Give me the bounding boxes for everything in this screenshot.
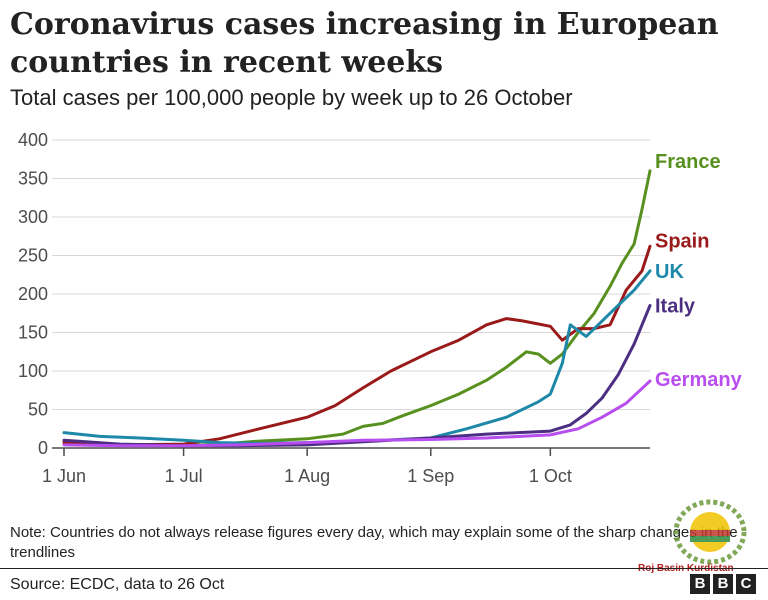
series-label-france: France <box>655 151 721 173</box>
y-tick-label: 350 <box>18 169 48 189</box>
series-label-italy: Italy <box>655 296 696 318</box>
axes: 0 50 100 150 200 250 300 350 400 1 Jun 1 Jul 1 Aug 1… <box>18 130 650 486</box>
watermark-emblem-icon <box>660 492 760 570</box>
chart-subtitle: Total cases per 100,000 people by week u… <box>10 85 573 110</box>
x-tick-label: 1 Sep <box>407 466 454 486</box>
series-label-uk: UK <box>655 261 684 283</box>
series-lines <box>62 169 652 448</box>
chart-note: Note: Countries do not always release fi… <box>10 524 738 561</box>
series-line-spain <box>62 244 652 447</box>
y-tick-label: 150 <box>18 323 48 343</box>
gridlines <box>52 139 650 410</box>
series-line-france <box>62 169 652 448</box>
series-labels: France Spain UK Italy Germany <box>655 151 743 391</box>
series-line-uk <box>62 269 652 445</box>
series-line-germany <box>62 379 652 448</box>
series-label-spain: Spain <box>655 230 709 252</box>
x-tick-label: 1 Aug <box>284 466 330 486</box>
x-tick-label: 1 Jun <box>42 466 86 486</box>
y-tick-label: 200 <box>18 284 48 304</box>
y-tick-label: 400 <box>18 130 48 150</box>
bbc-logo: B B C <box>690 574 756 594</box>
chart-title: Coronavirus cases increasing in European… <box>10 7 719 80</box>
bbc-logo-letter: C <box>736 574 756 594</box>
y-tick-label: 300 <box>18 207 48 227</box>
bbc-logo-letter: B <box>690 574 710 594</box>
y-tick-label: 100 <box>18 361 48 381</box>
y-tick-label: 0 <box>38 438 48 458</box>
source-note: Source: ECDC, data to 26 Oct <box>10 576 225 593</box>
y-tick-label: 50 <box>28 400 48 420</box>
bbc-logo-letter: B <box>713 574 733 594</box>
x-tick-label: 1 Jul <box>165 466 203 486</box>
footer-divider <box>0 568 768 569</box>
x-tick-label: 1 Oct <box>529 466 572 486</box>
series-label-germany: Germany <box>655 369 743 391</box>
y-tick-label: 250 <box>18 246 48 266</box>
line-chart: 0 50 100 150 200 250 300 350 400 1 Jun 1 Jul 1 Aug 1… <box>18 130 743 486</box>
series-line-italy <box>62 304 652 448</box>
